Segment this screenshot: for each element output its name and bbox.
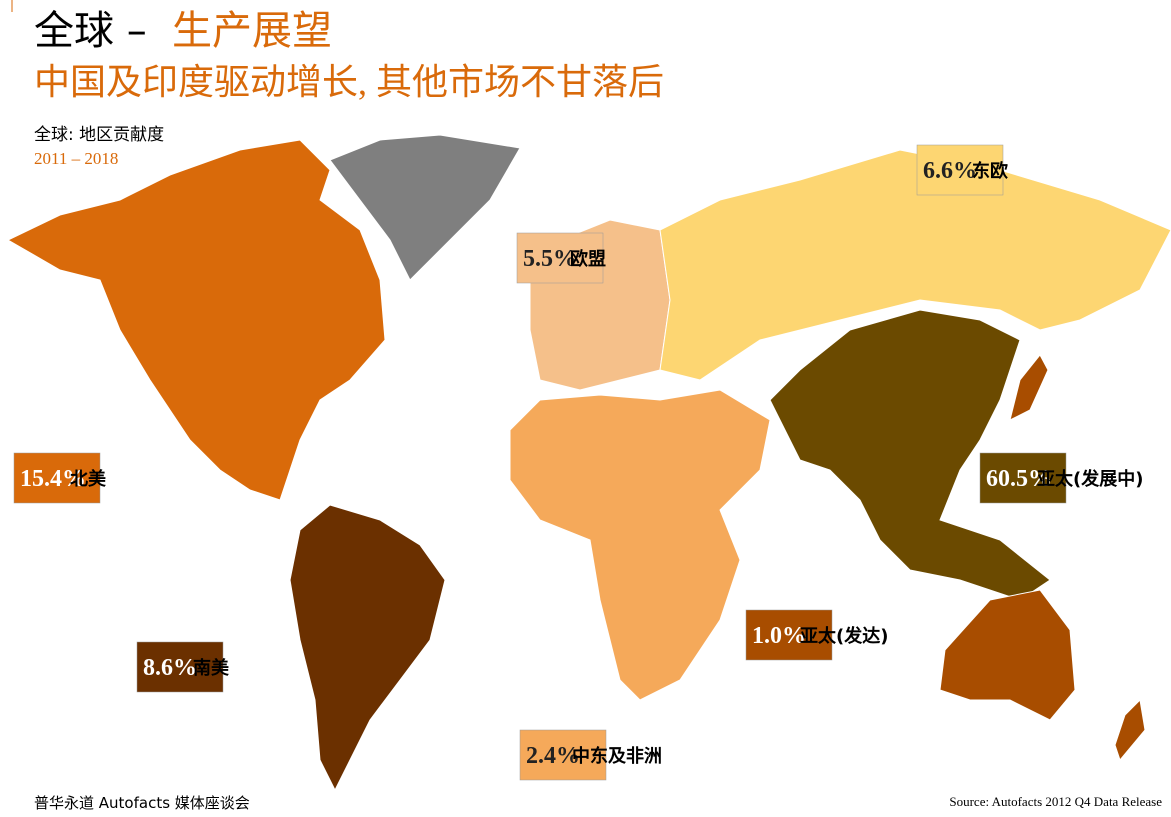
africa-middle-east xyxy=(509,389,771,701)
region-value: 6.6% xyxy=(923,158,977,184)
region-box xyxy=(916,144,1004,196)
region-name: 东欧 xyxy=(972,160,1008,182)
region-value: 5.5% xyxy=(523,246,577,272)
subtitle: 中国及印度驱动增长, 其他市场不甘落后 xyxy=(34,62,664,102)
title-accent: 生产展望 xyxy=(172,8,332,54)
region-name: 南美 xyxy=(193,657,229,679)
region-value: 15.4% xyxy=(20,466,86,492)
region-box xyxy=(13,452,101,504)
region-box xyxy=(745,609,833,661)
australia xyxy=(939,589,1076,721)
south-america xyxy=(289,504,446,792)
world-map xyxy=(6,134,1171,792)
region-box xyxy=(136,641,224,693)
region-value: 8.6% xyxy=(143,655,197,681)
new-zealand xyxy=(1114,698,1146,762)
north-america xyxy=(6,139,386,501)
region-value: 1.0% xyxy=(752,623,806,649)
region-name: 欧盟 xyxy=(570,248,606,270)
region-labels: 15.4%北美8.6%南美5.5%欧盟6.6%东欧2.4%中东及非洲60.5%亚… xyxy=(13,144,1143,781)
region-box xyxy=(979,452,1067,504)
region-box xyxy=(516,232,604,284)
japan xyxy=(1009,354,1049,421)
region-name: 亚太(发展中) xyxy=(1037,468,1143,490)
footer-left: 普华永道 Autofacts 媒体座谈会 xyxy=(34,794,250,812)
russia xyxy=(659,149,1171,381)
legend-period: 2011 – 2018 xyxy=(34,149,118,168)
region-value: 60.5% xyxy=(986,466,1052,492)
region-name: 亚太(发达) xyxy=(800,625,888,647)
title-lead: 全球 – xyxy=(34,8,147,54)
region-value: 2.4% xyxy=(526,743,580,769)
greenland xyxy=(329,134,521,281)
region-name: 中东及非洲 xyxy=(572,745,662,767)
region-box xyxy=(519,729,607,781)
asia-developing xyxy=(769,309,1051,601)
source: Source: Autofacts 2012 Q4 Data Release xyxy=(949,794,1162,809)
legend-label: 全球: 地区贡献度 xyxy=(34,125,164,145)
region-name: 北美 xyxy=(70,468,106,490)
